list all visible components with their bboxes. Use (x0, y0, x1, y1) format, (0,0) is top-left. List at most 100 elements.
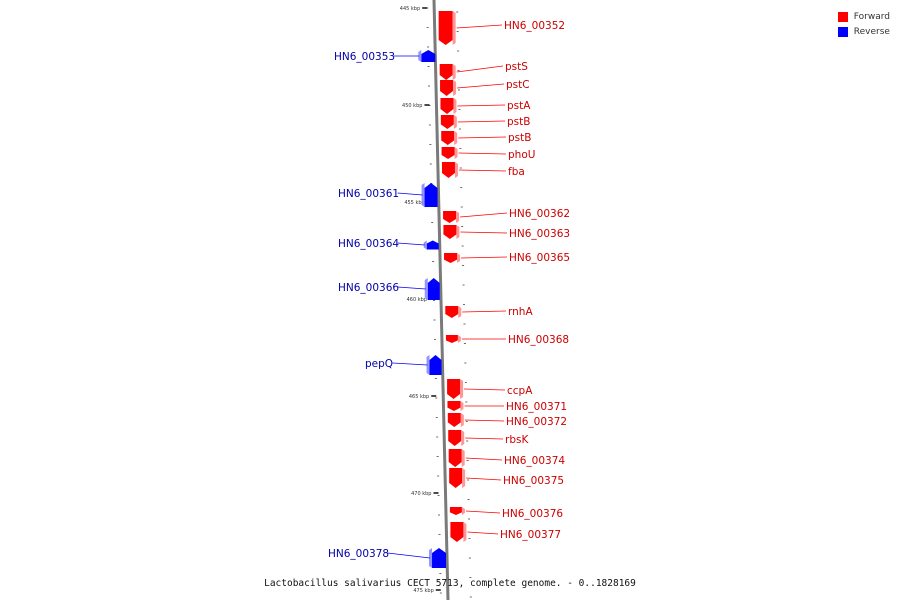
gene-glyph[interactable] (449, 507, 462, 515)
gene-glyph[interactable] (444, 253, 458, 263)
gene-glyph-facet (461, 449, 465, 467)
gene-label[interactable]: rbsK (505, 434, 529, 446)
gene-label[interactable]: phoU (508, 149, 535, 161)
gene-HN6_00353-reverse[interactable]: HN6_00353 (334, 50, 436, 63)
gene-glyph[interactable] (440, 115, 454, 129)
gene-label[interactable]: HN6_00363 (509, 228, 570, 240)
gene-glyph[interactable] (448, 449, 462, 467)
gene-label[interactable]: rnhA (508, 306, 533, 318)
gene-label[interactable]: HN6_00362 (509, 208, 570, 220)
gene-pstB-forward[interactable]: pstB (441, 131, 531, 145)
gene-pstB-forward[interactable]: pstB (440, 115, 531, 129)
gene-leader-line (465, 457, 503, 461)
gene-label[interactable]: HN6_00371 (506, 401, 567, 413)
gene-glyph[interactable] (439, 64, 453, 80)
gene-label[interactable]: HN6_00372 (506, 416, 567, 428)
gene-glyph[interactable] (429, 355, 442, 375)
gene-label[interactable]: HN6_00353 (334, 51, 395, 63)
gene-ccpA-forward[interactable]: ccpA (447, 379, 533, 399)
gene-HN6_00365-forward[interactable]: HN6_00365 (444, 252, 570, 264)
gene-pepQ-reverse[interactable]: pepQ (365, 355, 442, 375)
gene-glyph[interactable] (441, 131, 455, 145)
gene-glyph-facet (460, 401, 464, 411)
gene-glyph[interactable] (447, 401, 461, 411)
scale-label: 460 kbp (407, 297, 427, 303)
gene-glyph[interactable] (447, 413, 461, 427)
gene-leader-line (392, 362, 428, 366)
gene-label[interactable]: pstB (508, 132, 531, 144)
gene-glyph[interactable] (440, 80, 454, 96)
gene-glyph-facet (423, 240, 427, 250)
gene-glyph[interactable] (450, 522, 464, 542)
gene-HN6_00363-forward[interactable]: HN6_00363 (443, 225, 570, 240)
gene-label[interactable]: HN6_00378 (328, 548, 389, 560)
map-caption: Lactobacillus salivarius CECT 5713, comp… (264, 578, 636, 589)
gene-leader-line (397, 242, 425, 246)
gene-glyph[interactable] (448, 430, 462, 446)
gene-glyph[interactable] (426, 240, 439, 250)
gene-label[interactable]: HN6_00377 (500, 529, 561, 541)
gene-fba-forward[interactable]: fba (441, 162, 525, 178)
gene-label[interactable]: HN6_00364 (338, 238, 399, 250)
gene-glyph[interactable] (447, 379, 461, 399)
gene-label[interactable]: HN6_00365 (509, 252, 570, 264)
gene-pstA-forward[interactable]: pstA (440, 98, 531, 114)
gene-glyph[interactable] (432, 548, 447, 568)
gene-phoU-forward[interactable]: phoU (441, 147, 536, 161)
forward-swatch (837, 11, 848, 22)
gene-glyph-facet (457, 253, 461, 263)
gene-glyph-facet (460, 413, 464, 427)
gene-leader-line (465, 437, 504, 440)
gene-label[interactable]: pstC (506, 79, 530, 91)
scale-label: 455 kbp (404, 200, 424, 206)
gene-pstS-forward[interactable]: pstS (439, 61, 529, 80)
gene-label[interactable]: HN6_00366 (338, 282, 399, 294)
gene-glyph[interactable] (441, 162, 455, 178)
gene-label[interactable]: pstB (507, 116, 530, 128)
gene-glyph[interactable] (449, 468, 463, 488)
legend: Forward Reverse (837, 9, 890, 39)
gene-HN6_00378-reverse[interactable]: HN6_00378 (328, 548, 447, 568)
gene-HN6_00371-forward[interactable]: HN6_00371 (447, 401, 567, 413)
gene-glyph[interactable] (441, 147, 455, 159)
gene-label[interactable]: HN6_00368 (508, 334, 569, 346)
gene-pstC-forward[interactable]: pstC (440, 79, 530, 96)
gene-glyph[interactable] (443, 225, 457, 239)
gene-glyph-facet (418, 50, 422, 62)
gene-HN6_00362-forward[interactable]: HN6_00362 (443, 208, 570, 223)
gene-HN6_00375-forward[interactable]: HN6_00375 (449, 468, 564, 488)
gene-glyph[interactable] (440, 98, 454, 114)
gene-label[interactable]: pstA (507, 100, 531, 112)
gene-rbsK-forward[interactable]: rbsK (448, 430, 529, 446)
gene-glyph[interactable] (421, 50, 436, 62)
gene-HN6_00361-reverse[interactable]: HN6_00361 (338, 183, 438, 207)
gene-HN6_00368-forward[interactable]: HN6_00368 (445, 334, 569, 346)
gene-label[interactable]: HN6_00376 (502, 508, 563, 520)
gene-label[interactable]: pepQ (365, 358, 393, 370)
gene-HN6_00374-forward[interactable]: HN6_00374 (448, 449, 566, 467)
gene-leader-line (397, 286, 426, 290)
gene-label[interactable]: HN6_00352 (504, 20, 565, 32)
gene-rnhA-forward[interactable]: rnhA (445, 306, 533, 318)
gene-glyph[interactable] (445, 335, 458, 343)
gene-label[interactable]: pstS (505, 61, 528, 73)
gene-glyph[interactable] (438, 11, 453, 45)
gene-glyph[interactable] (427, 278, 440, 300)
gene-leader-line (465, 510, 501, 514)
gene-glyph[interactable] (445, 306, 459, 318)
gene-HN6_00364-reverse[interactable]: HN6_00364 (338, 238, 439, 250)
gene-label[interactable]: ccpA (507, 385, 533, 397)
gene-label[interactable]: HN6_00375 (503, 475, 564, 487)
gene-HN6_00366-reverse[interactable]: HN6_00366 (338, 278, 440, 300)
gene-label[interactable]: fba (508, 166, 525, 178)
gene-HN6_00352-forward[interactable]: HN6_00352 (438, 11, 565, 45)
gene-glyph[interactable] (424, 183, 438, 207)
gene-glyph[interactable] (443, 211, 457, 223)
gene-HN6_00372-forward[interactable]: HN6_00372 (447, 413, 567, 428)
gene-label[interactable]: HN6_00374 (504, 455, 565, 467)
gene-HN6_00376-forward[interactable]: HN6_00376 (449, 507, 563, 520)
genome-backbone (432, 0, 450, 600)
gene-label[interactable]: HN6_00361 (338, 188, 399, 200)
gene-HN6_00377-forward[interactable]: HN6_00377 (450, 522, 561, 542)
gene-leader-line (467, 531, 499, 535)
